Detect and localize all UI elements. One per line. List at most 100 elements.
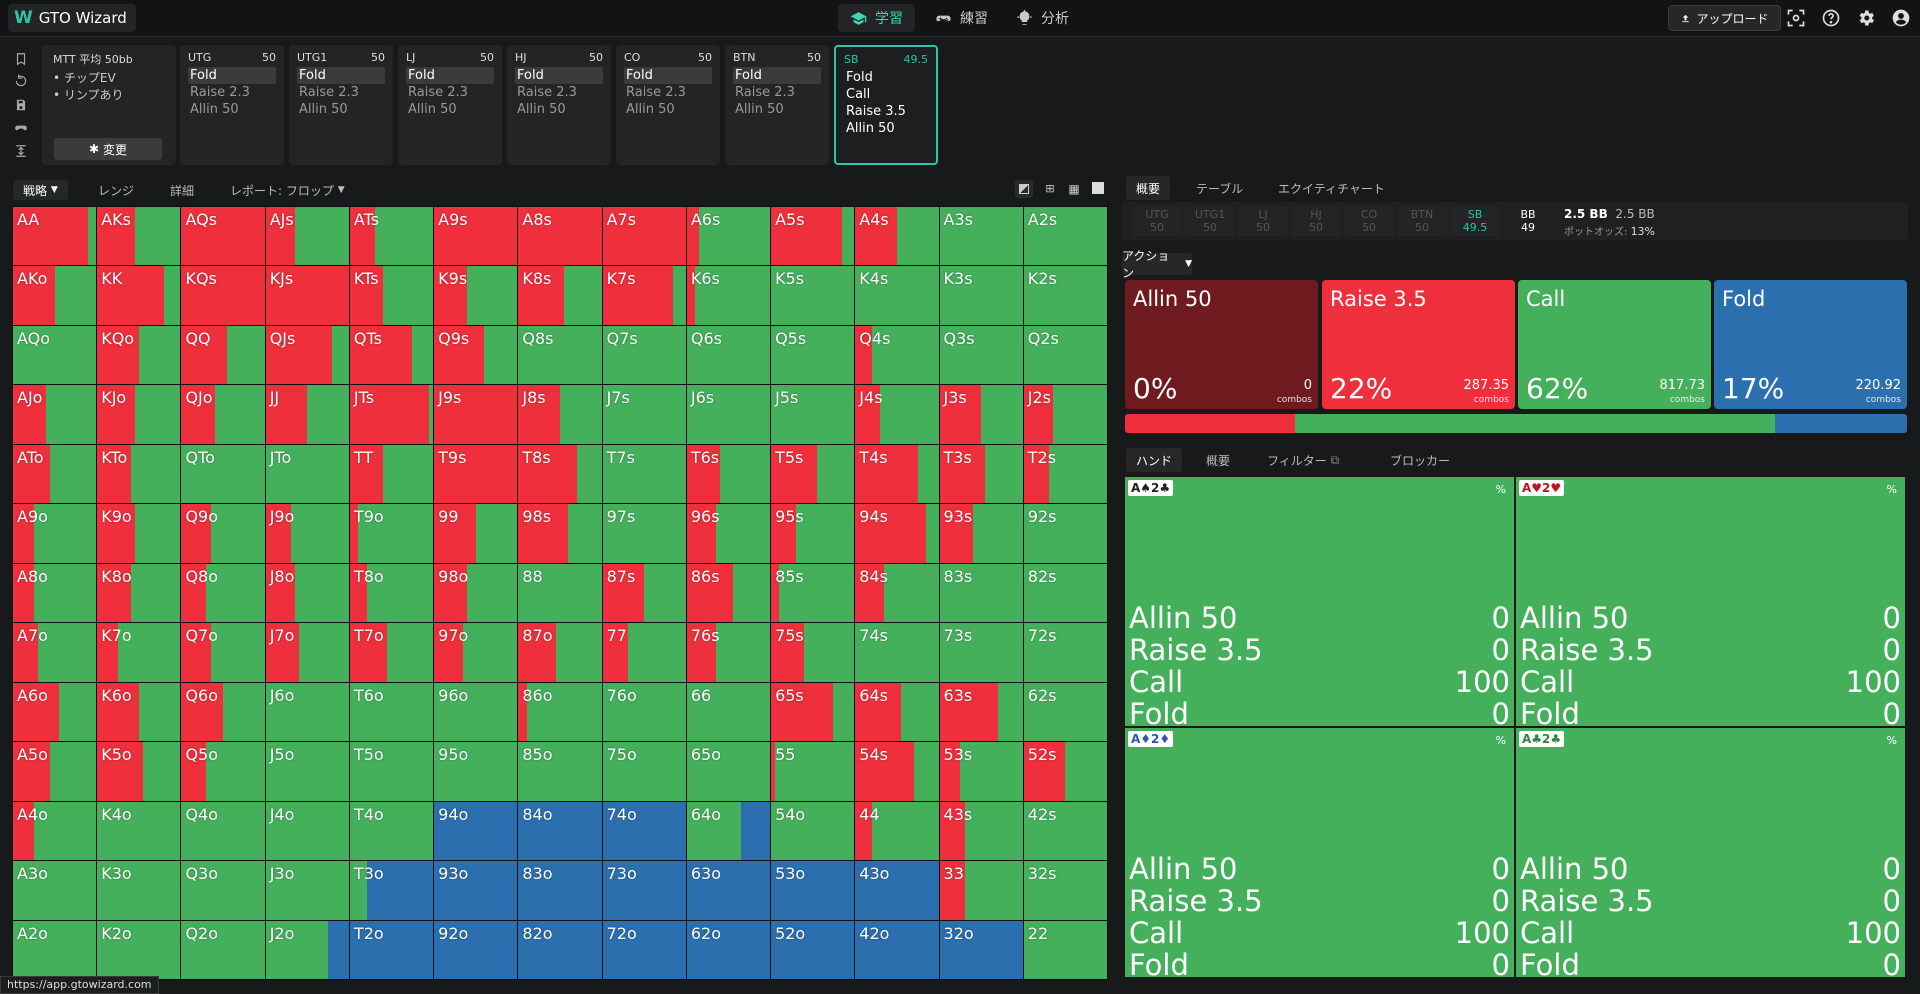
hand-cell[interactable]: 87o	[518, 623, 602, 682]
hand-cell[interactable]: 32s	[1023, 861, 1107, 920]
hand-cell[interactable]: 72o	[602, 920, 686, 979]
position-card-co[interactable]: CO 50 Fold Raise 2.3 Allin 50	[616, 45, 720, 165]
hand-cell[interactable]: J5s	[771, 385, 855, 444]
hand-cell[interactable]: 53o	[771, 861, 855, 920]
hand-cell[interactable]: 93s	[939, 504, 1023, 563]
hand-cell[interactable]: 95o	[434, 742, 518, 801]
hand-cell[interactable]: A8s	[518, 207, 602, 266]
hand-cell[interactable]: 83o	[518, 861, 602, 920]
reset-icon[interactable]	[14, 74, 28, 88]
percent-toggle[interactable]: %	[1495, 734, 1506, 747]
tab-overview[interactable]: 概要	[1126, 176, 1171, 200]
hand-cell[interactable]: ATo	[13, 444, 97, 504]
hand-cell[interactable]: 43o	[855, 861, 939, 920]
hand-cell[interactable]: J4o	[265, 801, 349, 861]
tab-equity-chart[interactable]: エクイティチャート	[1268, 176, 1395, 200]
hand-cell[interactable]: T9s	[434, 444, 518, 504]
hand-cell[interactable]: 62o	[686, 920, 771, 979]
position-action-option[interactable]: Raise 2.3	[190, 85, 250, 100]
grid-small-icon[interactable]: ⊞	[1045, 182, 1055, 195]
hand-cell[interactable]: 85o	[518, 742, 602, 801]
hand-cell[interactable]: Q7o	[181, 623, 265, 682]
hand-cell[interactable]: T6s	[686, 444, 771, 504]
hand-cell[interactable]: AKo	[13, 266, 97, 325]
percent-toggle[interactable]: %	[1886, 483, 1897, 496]
hand-cell[interactable]: ATs	[349, 207, 434, 266]
hand-cell[interactable]: T9o	[349, 504, 434, 563]
hand-cell[interactable]: A2o	[13, 920, 97, 979]
hand-cell[interactable]: AJo	[13, 385, 97, 444]
position-action-option[interactable]: Fold	[846, 70, 873, 85]
hand-cell[interactable]: 65s	[771, 682, 855, 742]
screenshot-icon[interactable]	[1786, 8, 1806, 28]
hand-cell[interactable]: T3s	[939, 444, 1023, 504]
position-action-option[interactable]: Raise 2.3	[626, 85, 686, 100]
hand-cell[interactable]: J9o	[265, 504, 349, 563]
report-dropdown[interactable]: レポート: フロップ ▼	[220, 180, 355, 200]
hand-cell[interactable]: K9o	[97, 504, 181, 563]
hand-cell[interactable]: 72s	[1023, 623, 1107, 682]
hand-cell[interactable]: K6s	[686, 266, 771, 325]
hand-cell[interactable]: K4o	[97, 801, 181, 861]
hand-cell[interactable]: 33	[939, 861, 1023, 920]
help-icon[interactable]	[1821, 8, 1841, 28]
hand-cell[interactable]: 32o	[939, 920, 1023, 979]
hand-combo-panel[interactable]: A♣2♣% Allin 50 0 Raise 3.5 0 Call 100 Fold 0	[1516, 728, 1905, 981]
hand-cell[interactable]: T4o	[349, 801, 434, 861]
summary-position-sb[interactable]: SB 49.5	[1450, 206, 1500, 236]
position-card-utg[interactable]: UTG 50 Fold Raise 2.3 Allin 50	[180, 45, 284, 165]
hand-cell[interactable]: 22	[1023, 920, 1107, 979]
hand-cell[interactable]: 73s	[939, 623, 1023, 682]
position-action-option[interactable]: Raise 2.3	[517, 85, 577, 100]
hand-cell[interactable]: 54s	[855, 742, 939, 801]
bookmark-icon[interactable]	[14, 52, 28, 66]
hand-cell[interactable]: J6s	[686, 385, 771, 444]
hand-cell[interactable]: 94s	[855, 504, 939, 563]
position-action-option[interactable]: Raise 2.3	[299, 85, 359, 100]
account-icon[interactable]	[1891, 8, 1911, 28]
hand-cell[interactable]: J4s	[855, 385, 939, 444]
hand-cell[interactable]: 86o	[518, 682, 602, 742]
position-action-option[interactable]: Fold	[188, 67, 276, 84]
hand-cell[interactable]: K7o	[97, 623, 181, 682]
hand-cell[interactable]: T7s	[602, 444, 686, 504]
hand-cell[interactable]: 73o	[602, 861, 686, 920]
hand-cell[interactable]: KJs	[265, 266, 349, 325]
hand-cell[interactable]: AQs	[181, 207, 265, 266]
hand-cell[interactable]: K9s	[434, 266, 518, 325]
hand-cell[interactable]: Q8o	[181, 563, 265, 623]
hand-cell[interactable]: K2s	[1023, 266, 1107, 325]
hand-cell[interactable]: K3o	[97, 861, 181, 920]
hand-cell[interactable]: Q2s	[1023, 325, 1107, 385]
hand-cell[interactable]: Q3s	[939, 325, 1023, 385]
position-card-hj[interactable]: HJ 50 Fold Raise 2.3 Allin 50	[507, 45, 611, 165]
position-action-option[interactable]: Raise 2.3	[408, 85, 468, 100]
hand-cell[interactable]: 87s	[602, 563, 686, 623]
hand-cell[interactable]: K8o	[97, 563, 181, 623]
hand-cell[interactable]: J2o	[265, 920, 349, 979]
gear-icon[interactable]	[1856, 8, 1876, 28]
hand-cell[interactable]: A2s	[1023, 207, 1107, 266]
hand-cell[interactable]: AKs	[97, 207, 181, 266]
tab-detail[interactable]: 詳細	[160, 180, 204, 200]
hand-cell[interactable]: JTo	[265, 444, 349, 504]
hand-cell[interactable]: 52s	[1023, 742, 1107, 801]
hand-cell[interactable]: Q6s	[686, 325, 771, 385]
hand-cell[interactable]: K5o	[97, 742, 181, 801]
position-action-option[interactable]: Raise 2.3	[735, 85, 795, 100]
hand-cell[interactable]: 92s	[1023, 504, 1107, 563]
action-box-call[interactable]: Call 62% 817.73 combos	[1518, 280, 1711, 409]
position-action-option[interactable]: Allin 50	[517, 102, 566, 117]
summary-position-hj[interactable]: HJ 50	[1291, 206, 1341, 236]
hand-cell[interactable]: QTo	[181, 444, 265, 504]
action-box-allin-50[interactable]: Allin 50 0% 0 combos	[1125, 280, 1318, 409]
percent-toggle[interactable]: %	[1886, 734, 1897, 747]
hand-cell[interactable]: Q6o	[181, 682, 265, 742]
hand-cell[interactable]: J7o	[265, 623, 349, 682]
hand-cell[interactable]: 55	[771, 742, 855, 801]
hand-cell[interactable]: 65o	[686, 742, 771, 801]
hand-cell[interactable]: T2o	[349, 920, 434, 979]
hand-cell[interactable]: K7s	[602, 266, 686, 325]
position-action-option[interactable]: Allin 50	[846, 121, 895, 136]
hand-cell[interactable]: T4s	[855, 444, 939, 504]
